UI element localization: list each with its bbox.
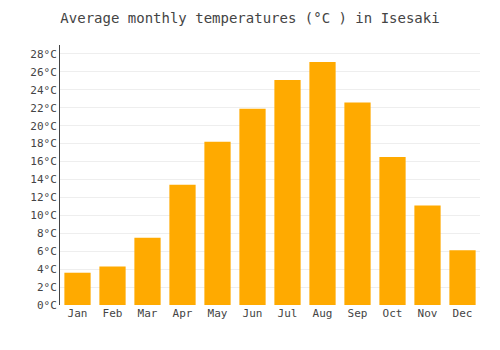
svg-text:Nov: Nov: [418, 307, 438, 320]
svg-text:12°C: 12°C: [30, 191, 57, 204]
svg-text:Oct: Oct: [383, 307, 403, 320]
svg-text:2°C: 2°C: [37, 281, 57, 294]
svg-text:Aug: Aug: [313, 307, 333, 320]
svg-text:Feb: Feb: [103, 307, 123, 320]
svg-text:Jul: Jul: [278, 307, 298, 320]
svg-text:May: May: [208, 307, 228, 320]
svg-text:20°C: 20°C: [30, 120, 57, 133]
svg-text:Sep: Sep: [348, 307, 368, 320]
svg-text:Dec: Dec: [453, 307, 473, 320]
svg-text:18°C: 18°C: [30, 137, 57, 150]
svg-text:Jun: Jun: [243, 307, 263, 320]
svg-text:22°C: 22°C: [30, 102, 57, 115]
svg-text:Jan: Jan: [68, 307, 88, 320]
svg-text:28°C: 28°C: [30, 48, 57, 61]
svg-text:0°C: 0°C: [37, 299, 57, 312]
svg-text:4°C: 4°C: [37, 263, 57, 276]
svg-text:Mar: Mar: [138, 307, 158, 320]
svg-text:8°C: 8°C: [37, 227, 57, 240]
svg-text:26°C: 26°C: [30, 66, 57, 79]
svg-text:24°C: 24°C: [30, 84, 57, 97]
svg-text:6°C: 6°C: [37, 245, 57, 258]
svg-text:Average monthly temperatures (: Average monthly temperatures (°C ) in Is…: [60, 10, 439, 26]
svg-text:Apr: Apr: [173, 307, 193, 320]
svg-text:14°C: 14°C: [30, 173, 57, 186]
svg-text:10°C: 10°C: [30, 209, 57, 222]
svg-text:16°C: 16°C: [30, 155, 57, 168]
